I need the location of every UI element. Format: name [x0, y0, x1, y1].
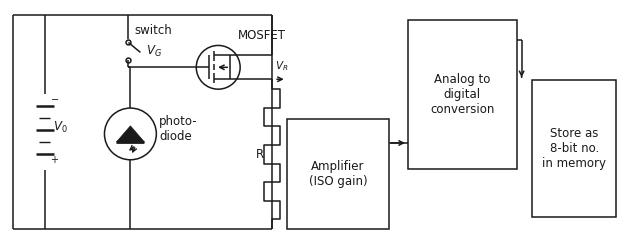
Text: $+$: $+$ — [50, 154, 59, 165]
Text: R: R — [256, 148, 264, 161]
Text: switch: switch — [135, 24, 172, 37]
Text: $V_R$: $V_R$ — [275, 60, 288, 73]
Polygon shape — [117, 126, 145, 142]
Text: photo-
diode: photo- diode — [159, 115, 198, 143]
Text: Store as
8-bit no.
in memory: Store as 8-bit no. in memory — [542, 127, 606, 170]
Text: $V_G$: $V_G$ — [146, 44, 163, 59]
Bar — [532, 80, 616, 217]
Text: Amplifier
(ISO gain): Amplifier (ISO gain) — [308, 160, 367, 188]
Bar — [408, 20, 516, 169]
Text: MOSFET: MOSFET — [238, 30, 286, 42]
Text: Analog to
digital
conversion: Analog to digital conversion — [430, 73, 495, 116]
Text: $-$: $-$ — [50, 93, 59, 103]
Bar — [287, 119, 389, 229]
Text: $V_0$: $V_0$ — [52, 119, 67, 135]
